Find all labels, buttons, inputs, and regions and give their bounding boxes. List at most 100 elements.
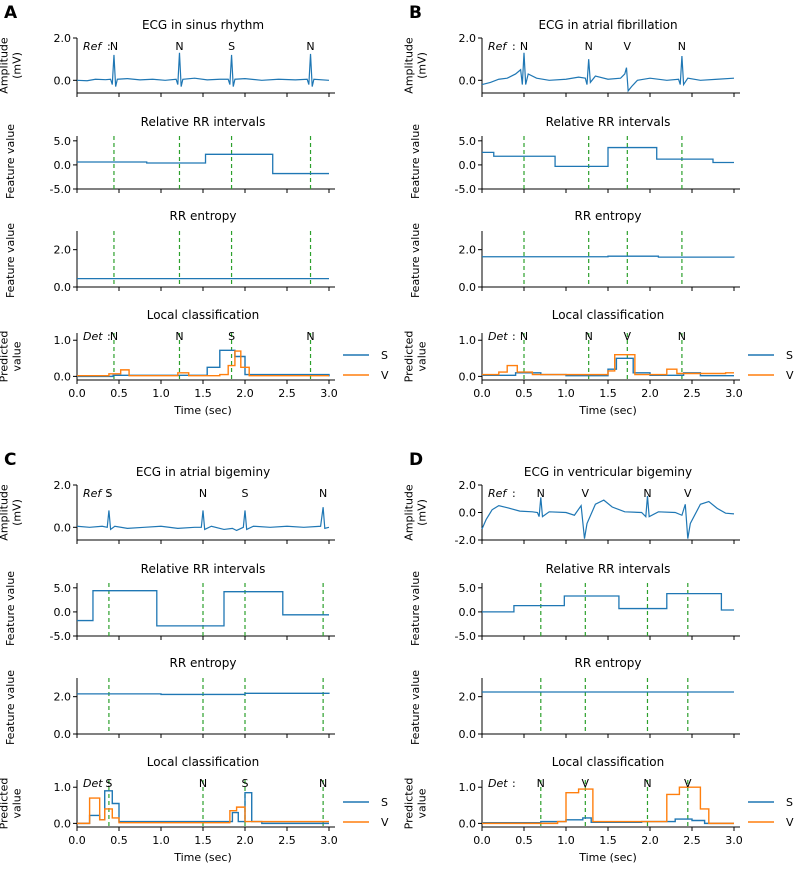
entropy-y-axis-label: Feature value [4, 223, 17, 298]
entropy-title: RR entropy [575, 656, 642, 670]
v-prob-trace [482, 786, 734, 825]
ref-colon: : [107, 487, 111, 500]
y-tick-label: 0.0 [459, 606, 477, 619]
ref-beat-label: V [582, 487, 590, 500]
y-tick-label: 1.0 [54, 781, 72, 794]
ecg-trace [76, 52, 330, 87]
det-colon: : [107, 777, 111, 790]
det-label: Det [83, 330, 103, 343]
rr-title: Relative RR intervals [546, 562, 671, 576]
x-tick-label: 0.5 [515, 387, 533, 400]
y-tick-label: 0.0 [54, 606, 72, 619]
legend-s-label: S [381, 796, 388, 809]
ref-beat-label: N [585, 40, 593, 53]
y-axis-label: Amplitude(mV) [0, 484, 24, 541]
y-tick-label: 1.0 [459, 334, 477, 347]
panel-letter: A [4, 3, 18, 23]
rr-title: Relative RR intervals [141, 115, 266, 129]
local-title: Local classification [552, 755, 665, 769]
y-axis-label: Amplitude(mV) [403, 37, 429, 94]
panel-letter: B [409, 3, 422, 23]
y-tick-label: 2.0 [459, 244, 477, 257]
det-beat-label: N [520, 330, 528, 343]
x-axis-label: Time (sec) [173, 404, 232, 417]
s-prob-trace [482, 817, 734, 825]
x-tick-label: 1.5 [599, 834, 617, 847]
ref-beat-label: V [624, 40, 632, 53]
x-tick-label: 2.0 [236, 834, 254, 847]
ref-label: Ref [488, 487, 508, 500]
ref-beat-label: N [306, 40, 314, 53]
ref-colon: : [512, 40, 516, 53]
entropy-title: RR entropy [575, 209, 642, 223]
ref-colon: : [512, 487, 516, 500]
legend-s-label: S [786, 349, 793, 362]
x-tick-label: 1.0 [152, 387, 170, 400]
local-title: Local classification [147, 308, 260, 322]
det-beat-label: N [678, 330, 686, 343]
x-tick-label: 1.0 [557, 387, 575, 400]
legend-v-label: V [381, 816, 389, 829]
rr-trace [482, 592, 734, 613]
entropy-y-axis-label: Feature value [409, 223, 422, 298]
ref-beat-label: N [319, 487, 327, 500]
x-tick-label: 0.5 [110, 387, 128, 400]
det-beat-label: V [684, 777, 692, 790]
v-prob-trace [482, 353, 734, 376]
y-tick-label: 2.0 [54, 479, 72, 492]
y-tick-label: 0.0 [54, 74, 72, 87]
entropy-title: RR entropy [170, 209, 237, 223]
x-tick-label: 3.0 [320, 387, 338, 400]
y-tick-label: 0.0 [459, 74, 477, 87]
legend-s-label: S [786, 796, 793, 809]
y-tick-label: 0.0 [459, 728, 477, 741]
rr-y-axis-label: Feature value [409, 124, 422, 199]
x-axis-label: Time (sec) [173, 851, 232, 864]
ref-beat-label: N [110, 40, 118, 53]
rr-trace [77, 590, 329, 627]
y-axis-label: Amplitude(mV) [403, 484, 429, 541]
ecg-title: ECG in atrial fibrillation [538, 18, 677, 32]
x-tick-label: 0.5 [110, 834, 128, 847]
ref-label: Ref [83, 40, 103, 53]
legend-v-label: V [786, 816, 794, 829]
ecg-trace [76, 507, 330, 532]
y-tick-label: 2.0 [459, 32, 477, 45]
det-label: Det [488, 330, 508, 343]
x-tick-label: 2.0 [641, 387, 659, 400]
x-tick-label: 2.5 [683, 387, 701, 400]
ecg-trace [481, 52, 735, 93]
x-tick-label: 1.0 [557, 834, 575, 847]
x-tick-label: 2.0 [236, 387, 254, 400]
det-beat-label: N [175, 330, 183, 343]
y-tick-label: 2.0 [54, 691, 72, 704]
y-tick-label: 1.0 [54, 334, 72, 347]
ecg-title: ECG in ventricular bigeminy [524, 465, 692, 479]
y-tick-label: 2.0 [459, 479, 477, 492]
det-label: Det [488, 777, 508, 790]
x-tick-label: 0.5 [515, 834, 533, 847]
local-title: Local classification [552, 308, 665, 322]
panel-letter: D [409, 450, 423, 470]
ref-label: Ref [488, 40, 508, 53]
y-tick-label: 0.0 [459, 817, 477, 830]
x-tick-label: 2.0 [641, 834, 659, 847]
rr-title: Relative RR intervals [546, 115, 671, 129]
entropy-title: RR entropy [170, 656, 237, 670]
det-beat-label: N [643, 777, 651, 790]
ref-beat-label: N [643, 487, 651, 500]
y-tick-label: 5.0 [459, 582, 477, 595]
y-tick-label: 0.0 [54, 817, 72, 830]
x-tick-label: 1.5 [194, 834, 212, 847]
x-tick-label: 3.0 [320, 834, 338, 847]
ref-beat-label: N [199, 487, 207, 500]
panel-letter: C [4, 450, 16, 470]
det-beat-label: V [624, 330, 632, 343]
y-tick-label: 0.0 [459, 281, 477, 294]
ref-beat-label: N [678, 40, 686, 53]
det-beat-label: S [228, 330, 235, 343]
panel-d: D ECG in ventricular bigeminy -2.0 0.0 2.0 Re… [403, 450, 795, 864]
y-tick-label: 0.0 [54, 728, 72, 741]
